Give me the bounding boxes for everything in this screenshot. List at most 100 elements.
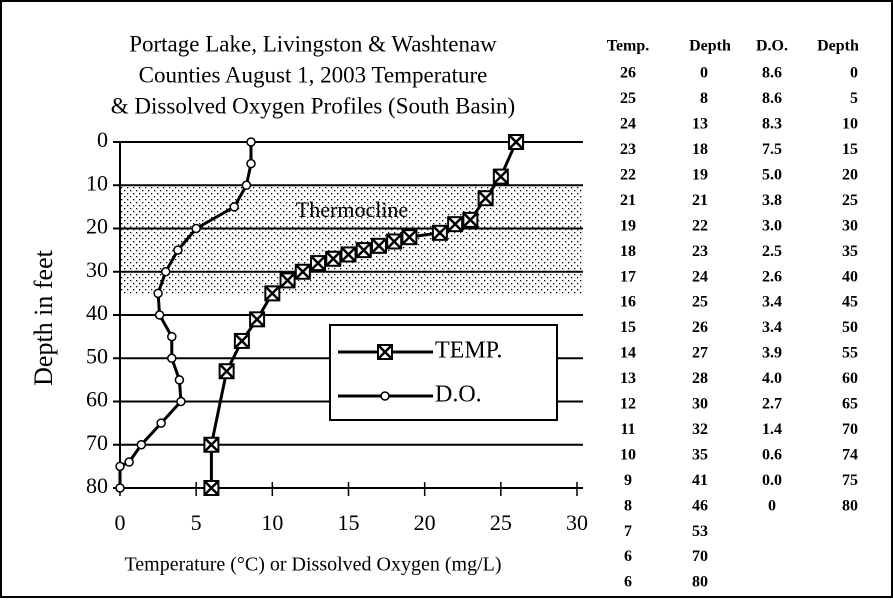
x-tick-label: 5 (191, 510, 202, 535)
chart-title: & Dissolved Oxygen Profiles (South Basin… (111, 93, 515, 118)
marker-cross (372, 238, 386, 253)
point-do (167, 331, 177, 342)
table-cell: 8.3 (762, 116, 782, 133)
x-tick-label: 25 (490, 510, 512, 535)
point-temp (386, 233, 403, 250)
table-cell: 60 (842, 370, 858, 387)
y-tick-label: 0 (97, 127, 108, 152)
table-cell: 8 (624, 497, 632, 514)
table-cell: 23 (692, 243, 708, 260)
table-cell: 40 (842, 268, 858, 285)
point-do (124, 457, 134, 467)
table-header: D.O. (756, 38, 788, 55)
point-temp (233, 332, 250, 349)
table-header: Temp. (607, 38, 650, 55)
point-do (176, 396, 186, 407)
y-tick-label: 50 (86, 343, 108, 368)
point-temp (401, 229, 418, 246)
table-cell: 0 (700, 65, 708, 82)
table-cell: 45 (842, 294, 858, 311)
point-do (229, 202, 239, 212)
point-temp (508, 134, 525, 150)
point-do (115, 461, 125, 472)
table-cell: 55 (842, 345, 858, 362)
table-cell: 46 (692, 497, 708, 514)
table-cell: 11 (620, 421, 635, 438)
y-tick-label: 80 (86, 473, 108, 498)
point-do (167, 353, 177, 363)
table-cell: 35 (842, 243, 858, 260)
point-temp (218, 363, 235, 380)
table-cell: 8 (700, 90, 708, 107)
table-cell: 22 (692, 217, 708, 234)
table-cell: 26 (620, 65, 636, 82)
point-do (156, 418, 166, 428)
marker-cross (219, 364, 234, 379)
table-cell: 12 (620, 396, 636, 413)
table-cell: 2.7 (762, 396, 782, 413)
point-temp (431, 224, 448, 241)
marker-cross (378, 345, 392, 359)
point-temp (325, 250, 342, 267)
x-axis-label: Temperature (°C) or Dissolved Oxygen (mg… (124, 554, 501, 576)
table-cell: 75 (842, 472, 858, 489)
table-cell: 10 (842, 116, 858, 133)
table-cell: 74 (842, 446, 858, 463)
table-cell: 32 (692, 421, 708, 438)
table-cell: 23 (620, 141, 636, 158)
point-do (115, 483, 125, 493)
table-cell: 3.8 (762, 192, 782, 209)
point-temp (264, 285, 281, 302)
point-do (241, 180, 252, 190)
table-cell: 3.4 (762, 294, 782, 311)
table-cell: 30 (842, 217, 858, 234)
point-temp (279, 272, 296, 289)
marker-cross (280, 273, 295, 288)
y-tick-label: 20 (86, 214, 108, 239)
table-cell: 18 (620, 243, 636, 260)
point-temp (310, 255, 327, 272)
table-header: Depth (689, 38, 731, 55)
table-cell: 20 (842, 166, 858, 183)
marker-cross (204, 437, 219, 452)
table-cell: 1.4 (762, 421, 782, 438)
table-cell: 8.6 (762, 65, 782, 82)
table-cell: 15 (842, 141, 858, 158)
table-cell: 14 (620, 345, 636, 362)
y-tick-label: 10 (86, 170, 108, 195)
marker-cross (433, 225, 447, 240)
point-do (154, 310, 165, 320)
point-do (173, 245, 183, 255)
point-do (380, 391, 390, 401)
table-cell: 53 (692, 523, 708, 540)
table-cell: 70 (842, 421, 858, 438)
table-cell: 6 (624, 574, 632, 591)
marker-cross (402, 230, 417, 245)
marker-cross (509, 135, 523, 149)
table-cell: 80 (842, 497, 858, 514)
point-do (136, 440, 147, 450)
table-cell: 7.5 (762, 141, 782, 158)
table-cell: 28 (692, 370, 708, 387)
legend-label: TEMP. (435, 338, 502, 364)
table-cell: 0.6 (762, 446, 782, 463)
table-cell: 22 (620, 166, 636, 183)
table-cell: 2.5 (762, 243, 782, 260)
point-temp (355, 242, 372, 259)
marker-cross (493, 169, 508, 184)
point-do (191, 223, 201, 234)
table-cell: 17 (620, 268, 636, 285)
y-tick-label: 30 (86, 257, 108, 282)
x-tick-label: 10 (261, 510, 283, 535)
point-do (174, 375, 185, 385)
marker-cross (234, 334, 249, 348)
table-cell: 3.4 (762, 319, 782, 336)
table-cell: 27 (692, 345, 708, 362)
point-temp (340, 246, 357, 263)
table-cell: 19 (692, 166, 708, 183)
table-cell: 5 (850, 90, 858, 107)
marker-cross (463, 212, 478, 227)
